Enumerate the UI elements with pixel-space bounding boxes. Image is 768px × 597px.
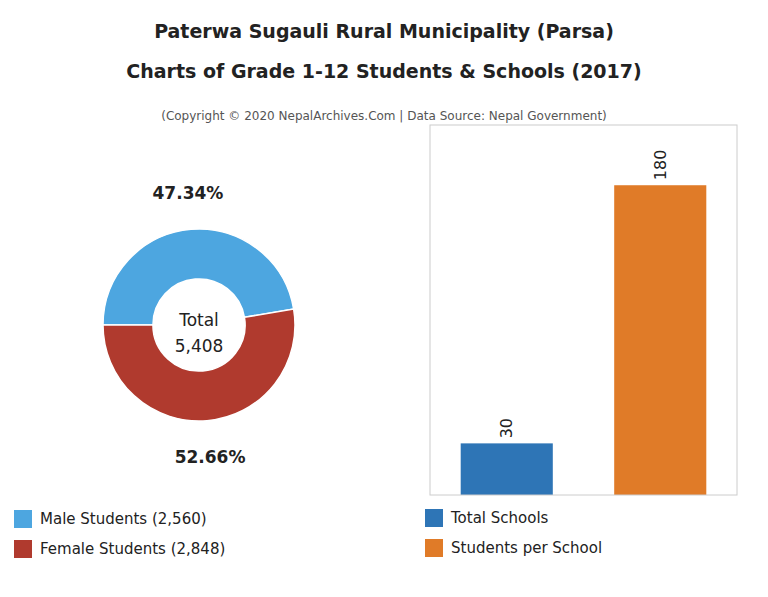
plot-frame: [430, 125, 737, 495]
title: Paterwa Sugauli Rural Municipality (Pars…: [154, 20, 614, 42]
slices: [103, 229, 295, 421]
legend-label: Female Students (2,848): [40, 540, 225, 558]
legend-label: Total Schools: [450, 509, 549, 527]
subtitle: (Copyright © 2020 NepalArchives.Com | Da…: [161, 109, 607, 123]
data-label: 47.34%: [153, 183, 224, 203]
title: Charts of Grade 1-12 Students & Schools …: [126, 60, 641, 82]
slice: [103, 309, 295, 421]
bars: [461, 185, 707, 495]
legend: Total Schools Students per School: [425, 509, 602, 557]
annotation: 5,408: [175, 336, 224, 356]
legend: Male Students (2,560) Female Students (2,…: [14, 510, 225, 558]
annotation: Total: [178, 310, 219, 330]
data-label: 52.66%: [175, 447, 246, 467]
legend-label: Male Students (2,560): [40, 510, 207, 528]
background: [0, 0, 768, 597]
legend-label: Students per School: [451, 539, 602, 557]
legend-swatch: [425, 539, 443, 557]
legend-swatch: [14, 510, 32, 528]
legend-swatch: [14, 540, 32, 558]
data-label: 180: [651, 150, 670, 181]
legend-swatch: [425, 509, 443, 527]
bar: [614, 185, 706, 495]
bar: [461, 443, 553, 495]
chart-root: Paterwa Sugauli Rural Municipality (Pars…: [0, 0, 768, 597]
data-label: 30: [497, 418, 516, 438]
